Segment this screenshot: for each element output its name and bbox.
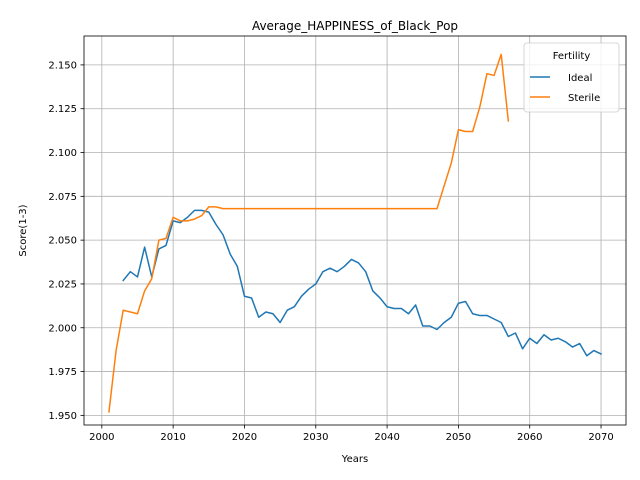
axis-ticks: 2000 2010 2020 2030 2040 2050 2060 2070 1.950 1.9…	[48, 60, 613, 443]
x-tick-label: 2070	[588, 432, 613, 443]
y-tick-label: 2.125	[48, 104, 77, 115]
y-tick-label: 1.975	[48, 367, 77, 378]
legend-title: Fertility	[553, 51, 591, 62]
x-tick-label: 2020	[232, 432, 257, 443]
x-tick-label: 2010	[160, 432, 185, 443]
y-tick-label: 2.025	[48, 279, 77, 290]
x-tick-label: 2040	[374, 432, 399, 443]
y-tick-label: 2.000	[48, 323, 77, 334]
legend-label-sterile: Sterile	[568, 93, 600, 104]
y-tick-label: 1.950	[48, 411, 77, 422]
chart-title: Average_HAPPINESS_of_Black_Pop	[252, 19, 458, 33]
legend-box	[523, 42, 620, 113]
y-tick-label: 2.100	[48, 148, 77, 159]
series-line-sterile	[108, 53, 510, 413]
x-tick-label: 2050	[446, 432, 471, 443]
legend: Fertility Ideal Sterile	[523, 42, 620, 113]
plot-frame	[83, 35, 627, 426]
series-line-ideal	[122, 209, 603, 357]
legend-label-ideal: Ideal	[568, 73, 592, 84]
y-tick-label: 2.075	[48, 192, 77, 203]
x-axis-label: Years	[341, 454, 368, 465]
x-tick-label: 2060	[517, 432, 542, 443]
y-axis-label: Score(1-3)	[18, 204, 29, 256]
y-tick-label: 2.050	[48, 236, 77, 247]
y-tick-label: 2.150	[48, 60, 77, 71]
x-tick-label: 2000	[89, 432, 114, 443]
x-tick-label: 2030	[303, 432, 328, 443]
series-lines	[108, 53, 603, 413]
